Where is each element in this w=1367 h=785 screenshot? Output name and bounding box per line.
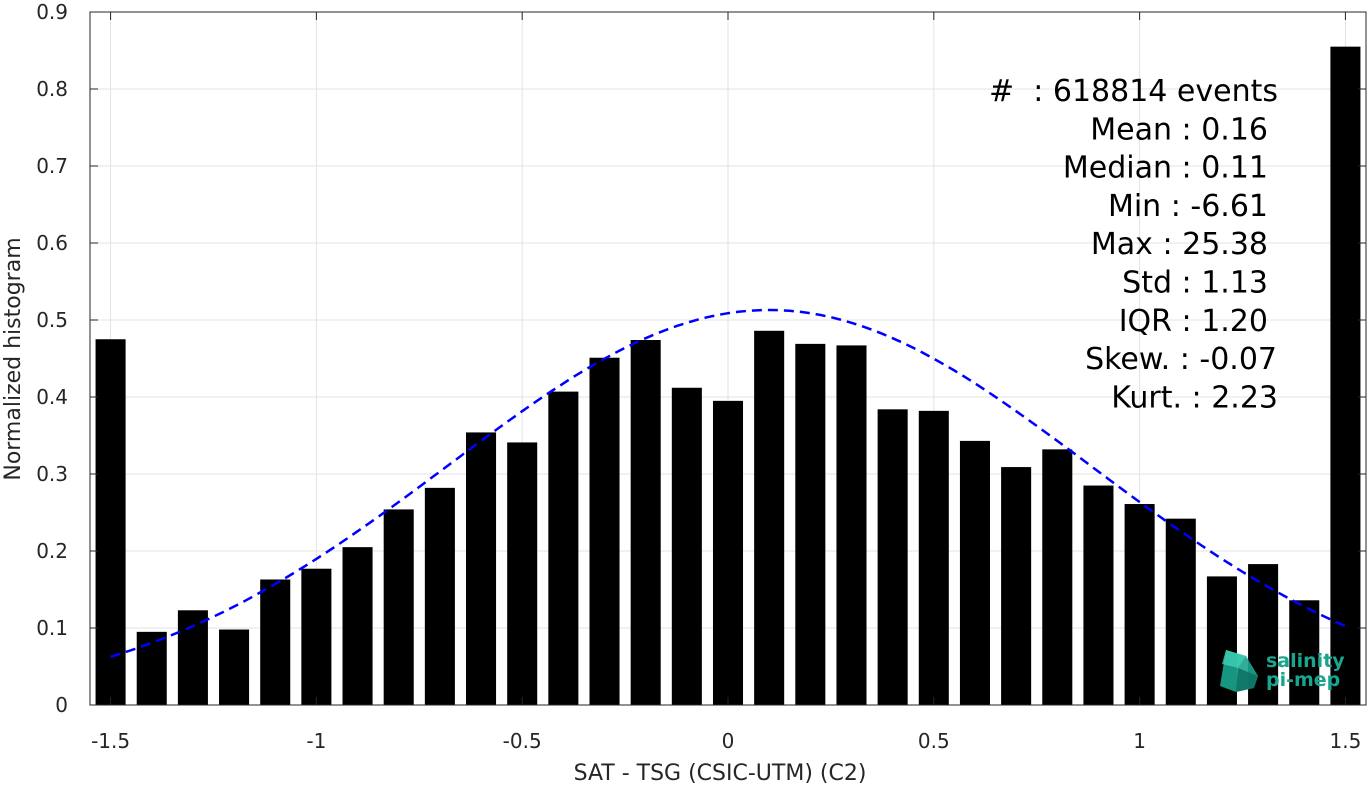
x-tick-label: 1.5 — [1330, 729, 1362, 753]
stat-line: Kurt. : 2.23 — [1111, 380, 1278, 415]
y-tick-label: 0.4 — [36, 385, 68, 409]
histogram-bar — [260, 579, 291, 705]
stat-line: Median : 0.11 — [1063, 151, 1268, 186]
histogram-bar — [671, 387, 702, 705]
histogram-bar — [1042, 449, 1073, 705]
histogram-bar — [1001, 467, 1032, 705]
histogram-bar — [219, 629, 250, 705]
x-axis-label: SAT - TSG (CSIC-UTM) (C2) — [574, 761, 867, 785]
histogram-bar — [589, 357, 620, 705]
y-tick-label: 0.5 — [36, 308, 68, 332]
stat-line: IQR : 1.20 — [1119, 304, 1268, 339]
histogram-bar — [630, 340, 661, 705]
axis-ticks — [90, 11, 1366, 706]
x-tick-label: -1 — [306, 729, 326, 753]
histogram-bar — [754, 330, 785, 705]
stat-line: Std : 1.13 — [1122, 266, 1268, 301]
stat-line: Min : -6.61 — [1108, 189, 1268, 224]
x-tick-label: -1.5 — [91, 729, 130, 753]
histogram-bar — [424, 487, 455, 705]
y-tick-label: 0.9 — [36, 0, 68, 24]
histogram-bar — [1124, 504, 1155, 705]
histogram-bar — [466, 432, 497, 705]
histogram-bar — [877, 409, 908, 705]
y-tick-label: 0 — [55, 693, 68, 717]
y-tick-label: 0.2 — [36, 539, 68, 563]
stat-line: Skew. : -0.07 — [1085, 342, 1277, 377]
histogram-bar — [1165, 518, 1196, 705]
histogram-bar — [383, 509, 414, 705]
histogram-bar — [1330, 46, 1361, 705]
y-tick-labels: 0 0.1 0.2 0.3 0.4 0.5 0.6 0.7 0.8 0.9 — [36, 0, 68, 717]
x-tick-label: 1 — [1133, 729, 1146, 753]
histogram-bar — [918, 410, 949, 705]
histogram-bar — [342, 547, 373, 705]
histogram-bar — [1289, 600, 1320, 705]
histogram-bar — [1083, 485, 1114, 705]
y-tick-label: 0.1 — [36, 616, 68, 640]
x-tick-label: -0.5 — [503, 729, 542, 753]
logo-line1: salinity — [1266, 650, 1345, 672]
y-tick-label: 0.7 — [36, 154, 68, 178]
stat-line: # : 618814 events — [989, 74, 1278, 109]
y-tick-label: 0.6 — [36, 231, 68, 255]
y-tick-label: 0.8 — [36, 77, 68, 101]
x-tick-label: 0 — [722, 729, 735, 753]
logo-cube-icon — [1220, 650, 1258, 692]
histogram-bar — [548, 391, 579, 705]
stat-line: Max : 25.38 — [1091, 227, 1268, 262]
histogram-bar — [177, 610, 208, 705]
y-axis-label: Normalized histogram — [1, 237, 26, 480]
histogram-bar — [301, 568, 332, 705]
histogram-bar — [95, 339, 126, 705]
histogram-bar — [136, 631, 167, 705]
x-tick-label: 0.5 — [918, 729, 950, 753]
histogram-bar — [795, 343, 826, 705]
normal-fit-curve — [110, 308, 1346, 658]
logo-line2: pi-mep — [1266, 669, 1340, 691]
histogram-bar — [507, 442, 538, 705]
histogram-bar — [959, 440, 990, 705]
salinity-pi-mep-logo: salinity pi-mep — [1220, 650, 1345, 692]
histogram-bar — [712, 400, 744, 705]
histogram-bar — [836, 345, 867, 705]
histogram-bars — [95, 46, 1361, 705]
y-tick-label: 0.3 — [36, 462, 68, 486]
x-tick-labels: -1.5 -1 -0.5 0 0.5 1 1.5 — [91, 729, 1361, 753]
stat-line: Mean : 0.16 — [1090, 112, 1268, 147]
